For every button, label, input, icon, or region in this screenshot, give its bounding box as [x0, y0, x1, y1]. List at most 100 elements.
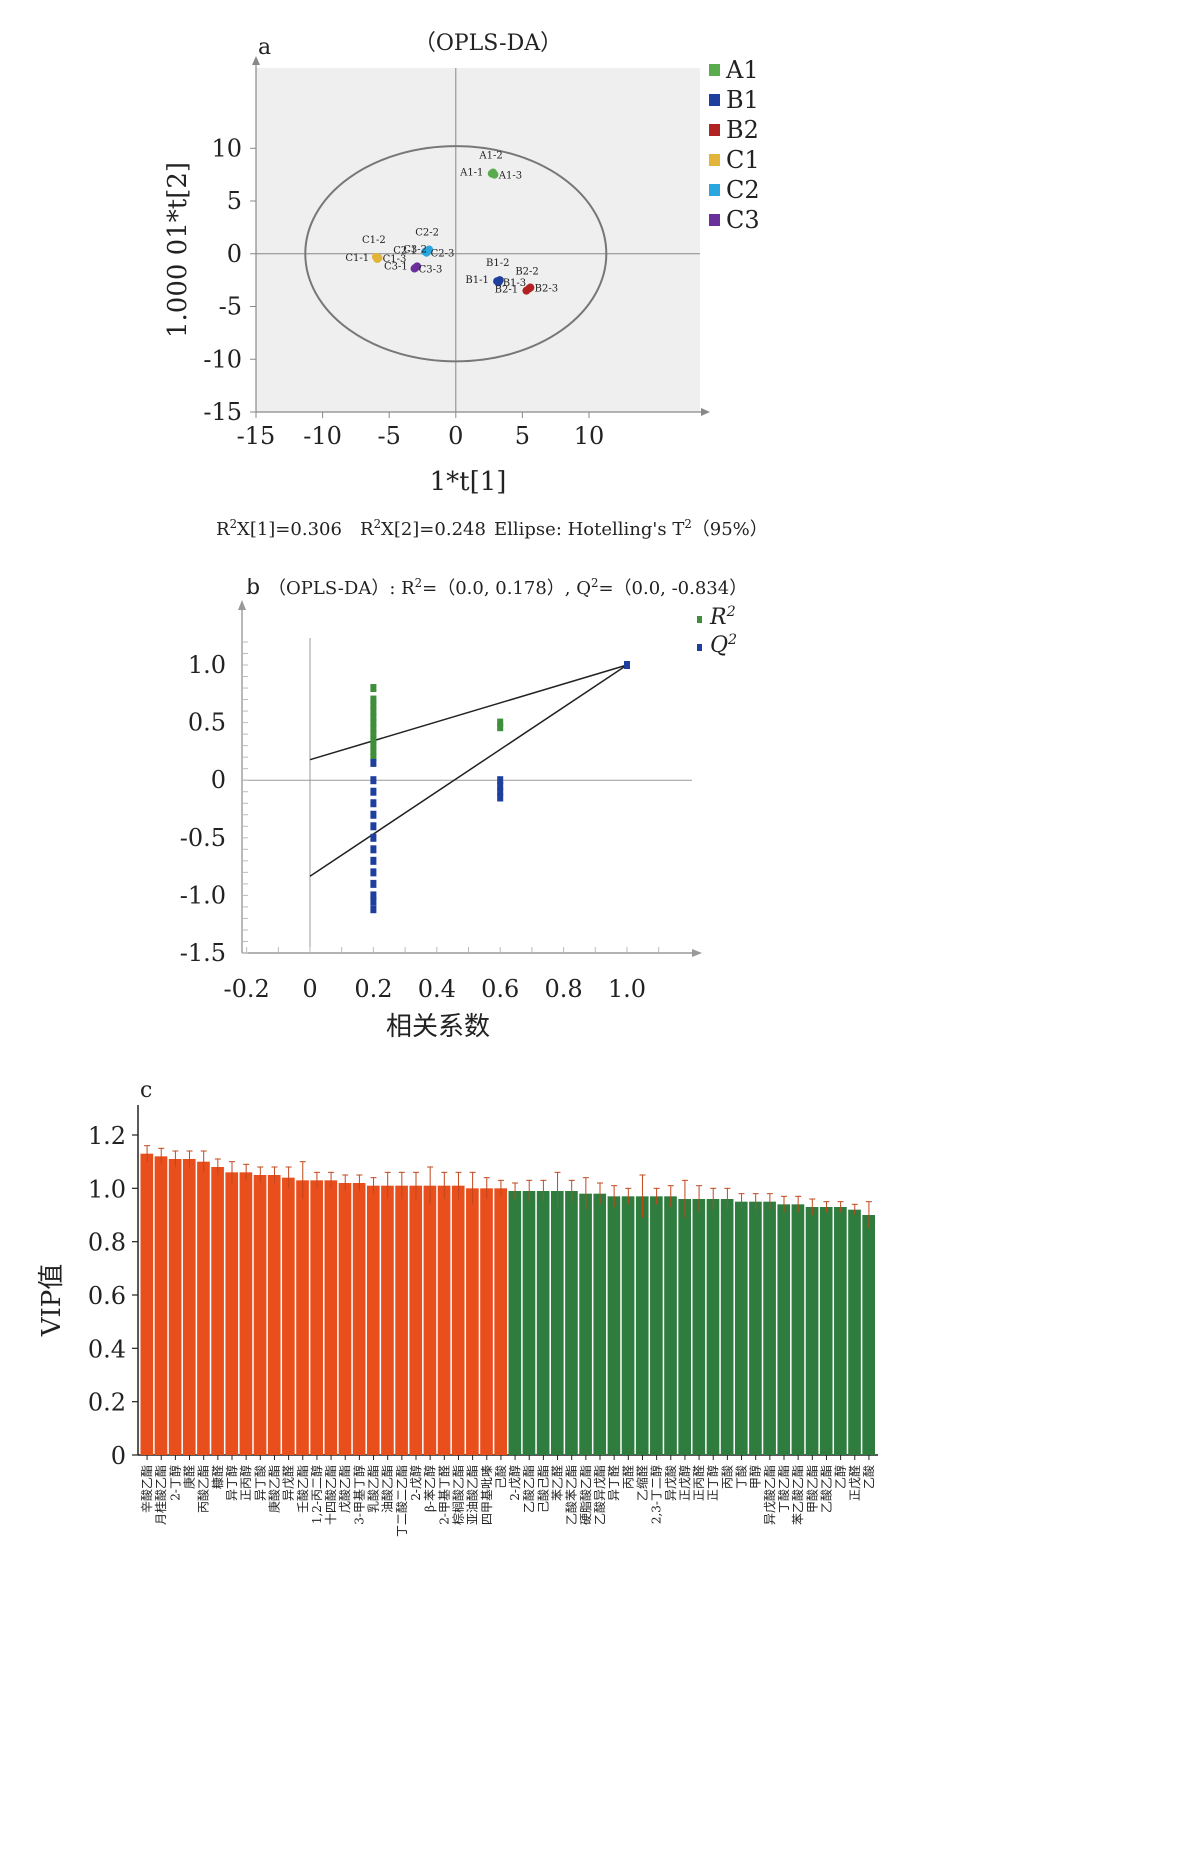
vip-bar	[466, 1188, 479, 1455]
vip-bar	[692, 1199, 706, 1455]
vip-bar	[324, 1180, 338, 1455]
y-tick-label: 0.4	[88, 1335, 126, 1363]
vip-bar	[862, 1215, 875, 1455]
y-tick-label: 5	[227, 187, 242, 215]
legend-swatch-A1	[709, 64, 720, 76]
point-label: A1-2	[478, 151, 502, 162]
x-tick-label: 乙缩醛	[634, 1465, 649, 1501]
x-tick-label: 苯乙醛	[550, 1465, 565, 1501]
footer-ellipse: Ellipse: Hotelling's T2（95%）	[494, 517, 768, 540]
x-tick-label: 2-戊醇	[408, 1465, 423, 1501]
data-point-r2	[370, 701, 377, 710]
x-tick-label: β-苯乙醇	[422, 1465, 437, 1512]
data-point-r2	[370, 730, 377, 739]
vip-bar	[763, 1201, 776, 1455]
legend-swatch-r2	[697, 616, 702, 623]
x-tick-label: 丁酸乙酯	[776, 1465, 791, 1513]
legend-label-B1: B1	[726, 86, 759, 114]
x-tick-label: 乙酸异戊酯	[592, 1465, 607, 1525]
y-tick-label: -10	[203, 345, 242, 373]
legend-label-A1: A1	[725, 56, 759, 84]
vip-bar	[437, 1185, 451, 1455]
data-point-r2	[370, 707, 377, 716]
permutation-test-plot: 1.0 0.5 0 -0.5 -1.0 -1.5 -0.2 0 0.2 0.4 0.6 0.8 1.0 b…	[180, 578, 740, 1042]
data-point-q2	[497, 781, 504, 790]
y-tick-label: 0	[211, 766, 226, 794]
vip-bar	[550, 1191, 564, 1455]
point-label: C1-1	[345, 253, 369, 264]
point-label: B1-1	[465, 275, 488, 286]
legend-label-C1: C1	[726, 146, 760, 174]
data-point-q2	[497, 793, 504, 802]
y-tick-label: 1.0	[88, 1175, 126, 1203]
vip-bar	[451, 1185, 465, 1455]
x-tick-label: 正丁醇	[705, 1465, 720, 1501]
vip-bar	[565, 1191, 578, 1455]
x-tick-label: 异丁醇	[224, 1465, 239, 1501]
y-tick-label: 0.8	[88, 1229, 126, 1257]
data-point-A1	[490, 170, 499, 179]
point-label: C3-1	[384, 261, 408, 272]
x-tick-label: 0	[302, 975, 317, 1003]
vip-bar-chart: 1.21.00.80.60.40.20VIP值c辛酸乙酯 月桂酸乙酯 2-丁醇 庚醛丙…	[37, 1078, 878, 1537]
data-point-q2	[370, 787, 377, 796]
x-tick-label: -5	[378, 422, 401, 450]
x-tick-label: 乙酸苯乙酯	[564, 1465, 579, 1525]
point-label: B2-3	[535, 284, 558, 295]
x-tick-label: 正戊醛	[847, 1465, 862, 1501]
x-tick-label: 丙酸	[719, 1465, 734, 1489]
vip-bar	[621, 1196, 635, 1455]
x-tick-label: -15	[237, 422, 276, 450]
hotelling-ellipse	[304, 145, 608, 363]
vip-bar	[239, 1172, 253, 1455]
vip-bar	[282, 1177, 295, 1455]
chart-title-b: （OPLS-DA）: R2=（0.0, 0.178）, Q2=（0.0, -0.…	[268, 578, 740, 599]
legend-swatch-B1	[709, 94, 720, 106]
x-tick-label: 丁酸	[734, 1465, 749, 1489]
vip-bar	[211, 1167, 224, 1455]
x-tick-label: 甲醇	[748, 1465, 763, 1489]
panel-b: 1.0 0.5 0 -0.5 -1.0 -1.5 -0.2 0 0.2 0.4 0.6 0.8 1.0 b…	[180, 578, 740, 1048]
panel-c: 1.2 1.0 0.8 0.6 0.4 0.2 0 VIP值 c 辛酸乙酯 月桂酸乙酯 2-丁醇 庚醛丙…	[36, 1075, 886, 1865]
x-tick-label: 乙酸乙酯	[818, 1465, 833, 1513]
vip-bar	[777, 1204, 791, 1455]
x-tick-label: 异丁酸	[252, 1465, 267, 1501]
x-tick-label: 庚醛	[182, 1465, 197, 1489]
x-tick-label: -0.2	[223, 975, 269, 1003]
x-tick-label: 2-戊醇	[507, 1465, 522, 1501]
plot-background	[256, 68, 700, 412]
y-axis-arrow	[252, 56, 260, 65]
vip-bar	[791, 1204, 805, 1455]
vip-bar	[494, 1188, 507, 1455]
data-point-q2	[370, 879, 377, 888]
x-tick-label: 异丁醛	[606, 1465, 621, 1501]
x-tick-label: 0.8	[545, 975, 583, 1003]
x-axis-label: 相关系数	[386, 1012, 490, 1042]
x-tick-label: 硬脂酸乙酯	[578, 1465, 593, 1525]
data-point-C3	[410, 264, 419, 273]
vip-bar	[182, 1159, 196, 1455]
y-tick-label: 0	[111, 1442, 126, 1470]
x-tick-label: 丙酸乙酯	[196, 1465, 211, 1513]
x-tick-label: 0	[448, 422, 463, 450]
x-tick-label: 己酸己酯	[535, 1465, 550, 1513]
vip-bar	[678, 1199, 691, 1455]
point-label: A1-1	[459, 168, 483, 179]
point-label: C2-3	[431, 249, 455, 260]
vip-bar	[480, 1188, 493, 1455]
data-point-r2	[370, 753, 377, 762]
y-axis-label: 1.000 01*t[2]	[163, 162, 193, 338]
legend-label-C2: C2	[726, 176, 760, 204]
data-point-r2	[370, 695, 377, 704]
vip-bar	[253, 1175, 267, 1455]
x-tick-label: 0.2	[354, 975, 392, 1003]
x-tick-label: 2-丁醇	[167, 1465, 182, 1501]
legend-swatch-C3	[709, 214, 720, 226]
vip-bar	[197, 1161, 210, 1455]
y-tick-label: 0.2	[88, 1389, 126, 1417]
vip-bar	[225, 1172, 239, 1455]
data-point-r2	[497, 723, 504, 732]
legend-swatch-C2	[709, 184, 720, 196]
vip-bar	[834, 1207, 847, 1455]
footer-r2x2: R2X[2]=0.248	[360, 517, 486, 540]
